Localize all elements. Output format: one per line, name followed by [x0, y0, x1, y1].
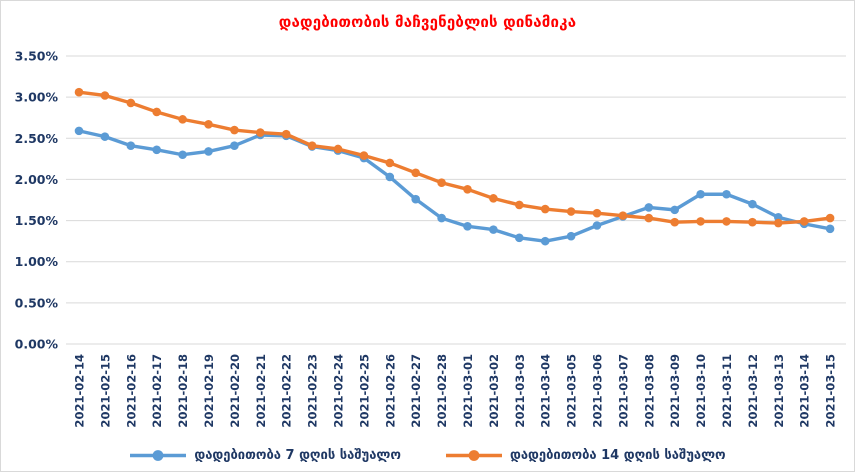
svg-text:2021-02-18: 2021-02-18: [176, 354, 190, 428]
legend-label-14day-average: დადებითობა 14 დღის საშუალო: [509, 448, 726, 463]
svg-text:2021-03-04: 2021-03-04: [539, 354, 553, 428]
svg-text:2021-02-27: 2021-02-27: [409, 354, 423, 428]
legend-line-marker-icon-orange: [445, 450, 502, 461]
svg-text:2021-03-09: 2021-03-09: [668, 354, 682, 428]
svg-text:2021-02-21: 2021-02-21: [254, 354, 268, 428]
svg-text:2021-03-07: 2021-03-07: [616, 354, 630, 428]
svg-text:2.50%: 2.50%: [15, 131, 59, 146]
line-chart-plot: 0.00% 0.50% 1.00% 1.50% 2.00% 2.50% 3.00% 3.50%…: [15, 49, 846, 428]
svg-text:2021-02-15: 2021-02-15: [98, 354, 112, 428]
chart-legend: დადებითობა 7 დღის საშუალო დადებითობა 14 …: [1, 448, 854, 463]
svg-text:2021-03-12: 2021-03-12: [746, 354, 760, 428]
svg-text:2021-02-24: 2021-02-24: [332, 354, 346, 428]
svg-text:2.00%: 2.00%: [15, 172, 59, 187]
svg-text:2021-03-01: 2021-03-01: [461, 354, 475, 428]
chart-title: დადებითობის მაჩვენებლის დინამიკა: [278, 13, 577, 31]
svg-text:2021-03-10: 2021-03-10: [694, 354, 708, 428]
svg-text:1.00%: 1.00%: [15, 254, 59, 269]
svg-text:2021-03-03: 2021-03-03: [513, 354, 527, 428]
svg-text:2021-02-17: 2021-02-17: [150, 354, 164, 428]
legend-item-14day-average: დადებითობა 14 დღის საშუალო: [445, 448, 726, 463]
svg-text:2021-03-02: 2021-03-02: [487, 354, 501, 428]
svg-text:2021-02-20: 2021-02-20: [228, 354, 242, 428]
svg-text:1.50%: 1.50%: [15, 213, 59, 228]
svg-text:0.50%: 0.50%: [15, 295, 59, 310]
svg-text:3.50%: 3.50%: [15, 49, 59, 64]
svg-text:2021-03-11: 2021-03-11: [720, 354, 734, 428]
legend-item-7day-average: დადებითობა 7 დღის საშუალო: [129, 448, 401, 463]
svg-text:2021-02-22: 2021-02-22: [280, 354, 294, 428]
svg-text:2021-03-15: 2021-03-15: [824, 354, 838, 428]
svg-text:2021-02-25: 2021-02-25: [357, 354, 371, 428]
svg-text:2021-03-05: 2021-03-05: [565, 354, 579, 428]
legend-line-marker-icon-blue: [130, 450, 187, 461]
svg-text:2021-02-19: 2021-02-19: [202, 354, 216, 428]
svg-text:2021-03-06: 2021-03-06: [591, 354, 605, 428]
svg-text:2021-02-23: 2021-02-23: [306, 354, 320, 428]
svg-text:2021-02-16: 2021-02-16: [124, 354, 138, 428]
svg-text:2021-03-14: 2021-03-14: [798, 354, 812, 428]
svg-text:2021-02-28: 2021-02-28: [435, 354, 449, 428]
svg-text:2021-03-13: 2021-03-13: [772, 354, 786, 428]
svg-text:2021-02-14: 2021-02-14: [73, 354, 87, 428]
svg-text:2021-02-26: 2021-02-26: [383, 354, 397, 428]
svg-text:2021-03-08: 2021-03-08: [642, 354, 656, 428]
svg-text:0.00%: 0.00%: [15, 337, 59, 352]
svg-text:3.00%: 3.00%: [15, 90, 59, 105]
legend-label-7day-average: დადებითობა 7 დღის საშუალო: [194, 448, 401, 463]
